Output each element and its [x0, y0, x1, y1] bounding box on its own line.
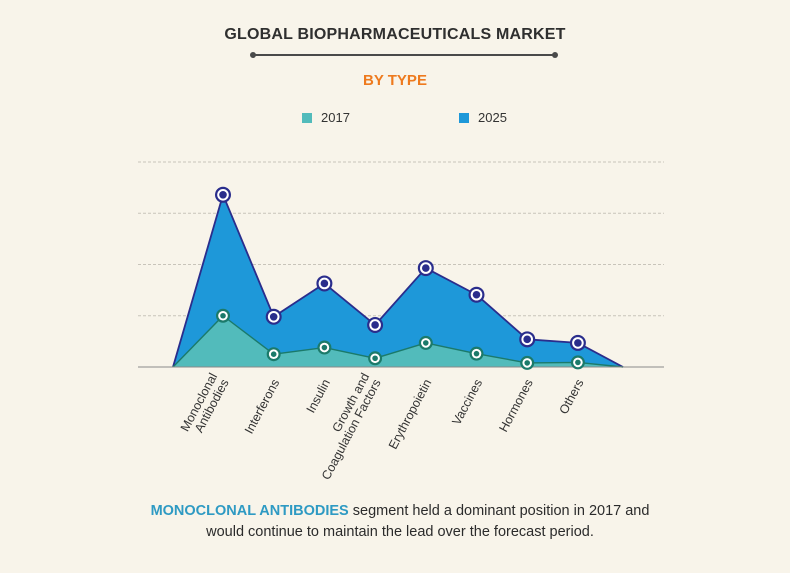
x-tick-label: Hormones	[496, 377, 535, 434]
point-2025-core	[269, 312, 278, 321]
x-tick-label: Insulin	[304, 377, 333, 416]
title-underline	[250, 52, 558, 58]
x-tick-label: Interferons	[242, 377, 282, 436]
legend-label-2025: 2025	[478, 110, 507, 125]
point-2025-core	[574, 339, 582, 347]
point-2017-core	[524, 360, 530, 366]
legend-swatch-2017	[302, 112, 312, 123]
point-2017-core	[321, 344, 328, 351]
legend-label-2017: 2017	[321, 110, 350, 125]
line-2017	[172, 315, 624, 368]
point-2017-core	[270, 351, 277, 357]
point-2025-core	[371, 321, 379, 329]
x-tick-label: Others	[557, 377, 587, 417]
point-2017-core	[575, 359, 581, 366]
point-2025-core	[219, 191, 227, 199]
summary-highlight: MONOCLONAL ANTIBODIES	[150, 503, 349, 519]
point-2017-core	[220, 312, 226, 319]
legend-item-2017: 2017	[302, 110, 350, 125]
x-tick-label: Erythropoietin	[386, 377, 435, 452]
point-2025-core	[320, 279, 329, 288]
underline-line	[253, 54, 555, 56]
chart-subtitle: BY TYPE	[363, 72, 427, 89]
x-tick-label-line: Vaccines	[449, 377, 485, 428]
x-tick-label-line: Interferons	[242, 377, 282, 436]
x-tick-label-line: Erythropoietin	[386, 377, 435, 452]
x-tick-label: Vaccines	[449, 377, 485, 428]
summary-line1: segment held a dominant position in 2017…	[348, 503, 650, 519]
x-tick-label: MonoclonalAntibodies	[178, 371, 232, 440]
summary-line2: would continue to maintain the lead over…	[206, 524, 594, 540]
legend-item-2025: 2025	[459, 110, 507, 125]
area-2017	[173, 315, 623, 367]
point-2025-core	[472, 290, 481, 299]
x-tick-label-line: Insulin	[304, 377, 333, 416]
point-2017-core	[372, 355, 378, 362]
summary-text: MONOCLONAL ANTIBODIES segment held a dom…	[100, 501, 700, 543]
area-2025	[173, 194, 623, 367]
point-2025-core	[422, 264, 430, 272]
point-2017-core	[423, 340, 429, 346]
x-tick-label-line: Others	[557, 377, 587, 417]
point-2017-core	[473, 350, 480, 357]
legend-swatch-2025	[459, 112, 469, 123]
area-chart: MonoclonalAntibodies Interferons InsulinGr…	[138, 161, 664, 482]
underline-dot-right	[552, 52, 558, 58]
point-2025-core	[523, 335, 531, 344]
line-2025	[172, 193, 624, 368]
chart-title: GLOBAL BIOPHARMACEUTICALS MARKET	[224, 26, 566, 43]
x-tick-label-line: Hormones	[496, 377, 535, 434]
